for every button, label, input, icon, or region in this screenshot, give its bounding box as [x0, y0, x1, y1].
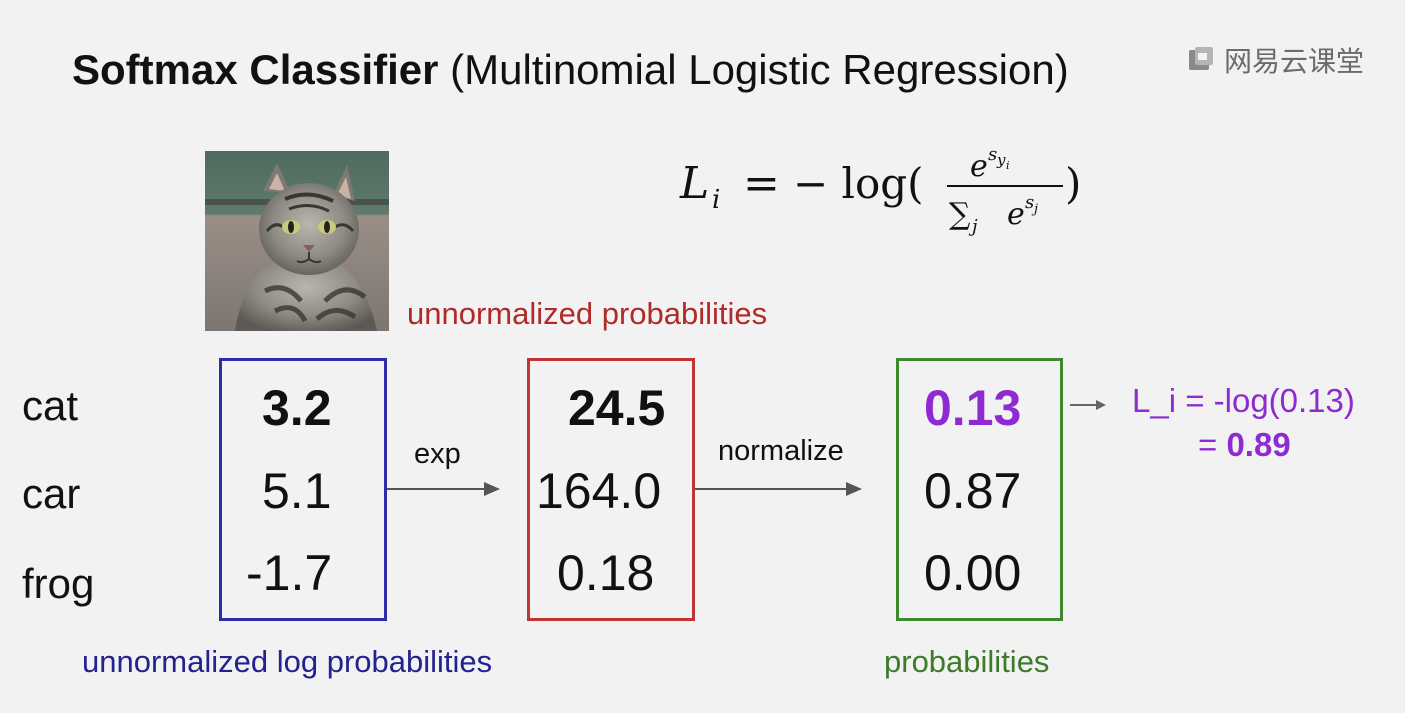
class-label-car: car — [22, 470, 81, 517]
formula-denominator-sum: ∑ — [949, 197, 971, 232]
prob-frog: 0.00 — [924, 545, 1022, 601]
score-car: 5.1 — [262, 463, 332, 519]
loss-arrow-icon — [1070, 400, 1106, 410]
scores-box — [219, 358, 387, 621]
slide-title: Softmax Classifier (Multinomial Logistic… — [72, 46, 1069, 94]
normalize-arrow-icon — [695, 482, 862, 496]
formula-lhs: L — [679, 158, 709, 209]
label-probabilities: probabilities — [884, 644, 1050, 679]
softmax-loss-formula: L i = − log( e s y i ∑ j e s j ) — [679, 144, 1081, 237]
loss-line-2: = 0.89 — [1198, 426, 1291, 464]
exp-score-frog: 0.18 — [557, 545, 655, 601]
formula-denominator-base: e — [1007, 197, 1025, 232]
formula-lhs-sub: i — [712, 185, 720, 215]
cat-photo — [205, 151, 389, 331]
watermark-text: 网易云课堂 — [1224, 45, 1365, 78]
probabilities-box — [896, 358, 1063, 621]
label-unnormalized-log-probabilities: unnormalized log probabilities — [82, 644, 493, 679]
loss-value: 0.89 — [1226, 426, 1291, 463]
formula-denominator-sup: s — [1025, 192, 1034, 213]
exp-operation-label: exp — [414, 438, 461, 470]
formula-close-paren: ) — [1065, 159, 1081, 208]
prob-car: 0.87 — [924, 463, 1022, 519]
score-cat: 3.2 — [262, 380, 332, 436]
title-main: Softmax Classifier — [72, 46, 439, 93]
exp-scores-box — [527, 358, 695, 621]
formula-denominator-sum-sub: j — [968, 216, 978, 237]
exp-arrow-icon — [387, 482, 500, 496]
formula-minus-log: − log( — [793, 159, 924, 208]
netease-cloud-classroom-logo-icon — [1189, 47, 1213, 70]
exp-score-cat: 24.5 — [568, 380, 666, 436]
formula-numerator-sup-sub: y — [996, 151, 1006, 169]
formula-denominator-sup-sub: j — [1031, 202, 1038, 217]
label-unnormalized-probabilities: unnormalized probabilities — [407, 296, 768, 331]
formula-numerator-base: e — [970, 149, 988, 184]
score-frog: -1.7 — [246, 545, 333, 601]
class-label-frog: frog — [22, 560, 95, 607]
watermark: 网易云课堂 — [1186, 40, 1364, 80]
title-subtitle: (Multinomial Logistic Regression) — [450, 46, 1069, 93]
formula-equals: = — [743, 158, 780, 209]
formula-numerator-sup: s — [988, 144, 997, 165]
prob-cat: 0.13 — [924, 380, 1022, 436]
exp-score-car: 164.0 — [536, 463, 662, 519]
normalize-operation-label: normalize — [718, 435, 844, 467]
formula-numerator-sup-sub-sub: i — [1006, 159, 1010, 172]
class-label-cat: cat — [22, 382, 79, 429]
loss-line-1: L_i = -log(0.13) — [1132, 382, 1355, 419]
loss-equals: = — [1198, 426, 1227, 463]
